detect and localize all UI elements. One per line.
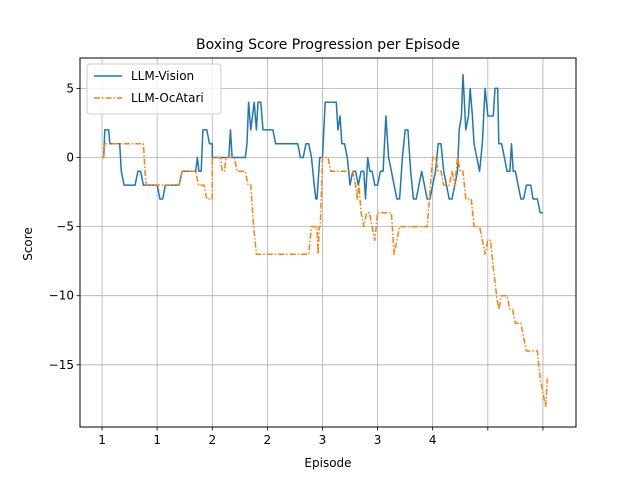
x-tick-label: 3 xyxy=(319,433,327,447)
y-axis-title: Score xyxy=(21,227,35,261)
plot-frame xyxy=(79,57,577,428)
x-tick-label: 4 xyxy=(429,433,437,447)
x-tick-label: 1 xyxy=(98,433,106,447)
series-line-llm-ocatari xyxy=(102,142,549,408)
x-axis-title: Episode xyxy=(304,456,351,470)
y-tick-label: 0 xyxy=(66,151,74,165)
y-tick-label: 5 xyxy=(66,81,74,95)
x-tick-label: 2 xyxy=(208,433,216,447)
series-line-llm-vision xyxy=(102,73,543,214)
chart-title: Boxing Score Progression per Episode xyxy=(196,37,460,53)
x-tick-label: 1 xyxy=(153,433,161,447)
x-tick-label: 3 xyxy=(374,433,382,447)
legend-label-llm-ocatari: LLM-OcAtari xyxy=(131,91,204,105)
y-tick-label: −15 xyxy=(49,358,74,372)
axis-ticks: 1 1 2 2 3 3 4 5 0 −5 −10 −15 xyxy=(49,81,544,447)
series-lines xyxy=(102,73,549,408)
grid-lines xyxy=(80,58,576,427)
x-tick-label: 2 xyxy=(264,433,272,447)
legend-label-llm-vision: LLM-Vision xyxy=(131,69,194,83)
legend: LLM-Vision LLM-OcAtari xyxy=(86,63,222,115)
y-tick-label: −5 xyxy=(56,220,74,234)
y-tick-label: −10 xyxy=(49,289,74,303)
